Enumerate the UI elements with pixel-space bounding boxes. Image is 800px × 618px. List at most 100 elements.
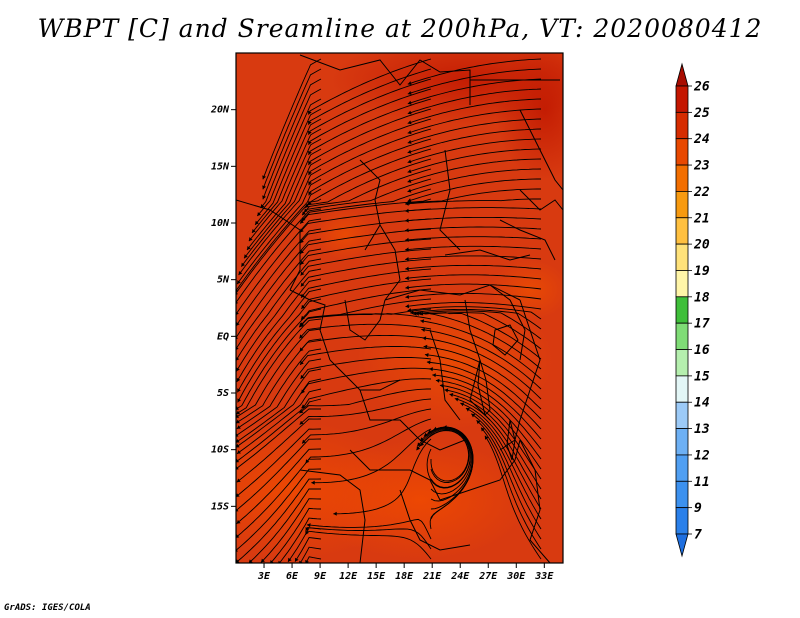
streamline (236, 408, 321, 470)
streamline (407, 138, 542, 163)
cool-region-east (490, 260, 563, 320)
x-tick-label: 12E (339, 571, 358, 582)
streamline (260, 498, 322, 563)
streamline (236, 358, 322, 437)
x-tick-label: 24E (450, 571, 470, 582)
streamline (422, 337, 542, 400)
streamline-arrowhead (449, 392, 454, 397)
streamline (439, 384, 542, 470)
streamline-arrowhead (405, 285, 409, 290)
map-axes: 3E 6E 9E 12E 15E 18E 21E 24E 27E 30E 33E 20N 15N 10N 5… (210, 105, 554, 582)
streamline-arrowhead (304, 208, 308, 213)
x-tick-label: 6E (286, 571, 299, 582)
streamline (236, 468, 322, 551)
streamline (484, 435, 542, 560)
streamline-arrowhead (407, 110, 412, 115)
streamline-arrowhead (305, 459, 310, 464)
streamline (299, 546, 322, 563)
streamline (416, 428, 471, 488)
border-sahel (299, 54, 471, 105)
x-tick-label: 30E (506, 571, 526, 582)
x-tick-label: 9E (314, 571, 327, 582)
streamline-arrowhead (307, 110, 312, 115)
colorbar-segment (675, 138, 689, 166)
streamline-arrowhead (454, 397, 459, 402)
streamline-arrowhead (237, 398, 241, 403)
streamline (300, 258, 432, 287)
streamline-arrowhead (407, 130, 412, 135)
streamline (405, 226, 542, 231)
streamline (246, 138, 322, 251)
colorbar-label: 17 (694, 317, 710, 332)
streamline-arrowhead (308, 171, 312, 176)
streamline-arrowhead (236, 406, 239, 410)
streamline (307, 58, 432, 115)
streamline-arrowhead (261, 558, 265, 563)
streamline (429, 426, 474, 530)
streamline-arrowhead (308, 191, 312, 196)
country-borders (236, 54, 563, 563)
streamline-arrowhead (236, 311, 239, 315)
streamline (236, 238, 322, 339)
streamline-arrowhead (236, 419, 240, 424)
streamline-arrowhead (300, 360, 304, 365)
streamline (300, 357, 432, 380)
y-tick-label: EQ (217, 331, 229, 342)
border-chad-cameroon (379, 224, 401, 301)
streamline-arrowhead (305, 530, 309, 535)
streamline-arrowhead (423, 432, 428, 437)
streamline-arrowhead (248, 237, 253, 242)
streamline-arrowhead (421, 327, 425, 332)
streamline (407, 108, 542, 134)
streamline-arrowhead (300, 374, 305, 379)
colorbar-label: 21 (693, 211, 710, 226)
border-great-lakes (429, 329, 461, 421)
streamline-arrowhead (308, 161, 312, 165)
streamline-arrowhead (407, 91, 412, 95)
cool-region-west (315, 210, 375, 260)
streamline (301, 188, 432, 222)
streamline (298, 313, 432, 328)
streamline (480, 427, 542, 550)
colorbar-label: 7 (694, 528, 702, 543)
streamline (236, 278, 322, 383)
streamline (248, 488, 321, 563)
streamline-arrowhead (333, 511, 337, 516)
border-drc-south (359, 389, 466, 451)
streamline-arrowhead (302, 439, 306, 444)
streamline-arrowhead (424, 353, 429, 358)
y-tick-label: 10S (211, 445, 229, 456)
streamline-arrowhead (305, 527, 310, 531)
colorbar-label: 13 (694, 422, 710, 437)
border-west-africa (236, 199, 301, 291)
streamline-arrowhead (307, 120, 312, 125)
streamline (407, 128, 542, 154)
streamline (419, 312, 542, 370)
streamline-arrowhead (262, 175, 266, 180)
streamline-arrowhead (407, 120, 412, 125)
border-niger-nigeria (359, 159, 381, 251)
streamline-arrowhead (407, 179, 412, 183)
streamline-arrowhead (405, 276, 409, 281)
streamline-arrows (236, 81, 489, 563)
streamline (236, 348, 322, 430)
streamline-arrowhead (405, 208, 409, 213)
streamline (435, 379, 542, 460)
streamline (300, 268, 432, 298)
streamlines (236, 58, 542, 563)
streamline-arrowhead (306, 523, 311, 528)
streamline (236, 478, 322, 563)
streamline-arrowhead (405, 247, 409, 252)
streamline-arrowhead (405, 218, 409, 223)
streamline-arrowhead (407, 308, 412, 313)
streamline-arrowhead (236, 357, 240, 361)
streamline (294, 537, 322, 562)
streamline (236, 438, 322, 512)
lake-victoria (492, 324, 519, 356)
x-tick-label: 27E (478, 571, 498, 582)
streamline-arrowhead (410, 310, 414, 315)
streamline (308, 128, 432, 186)
streamline-arrowhead (236, 458, 240, 463)
streamline-arrowhead (300, 249, 304, 254)
streamline-arrowhead (435, 378, 440, 383)
